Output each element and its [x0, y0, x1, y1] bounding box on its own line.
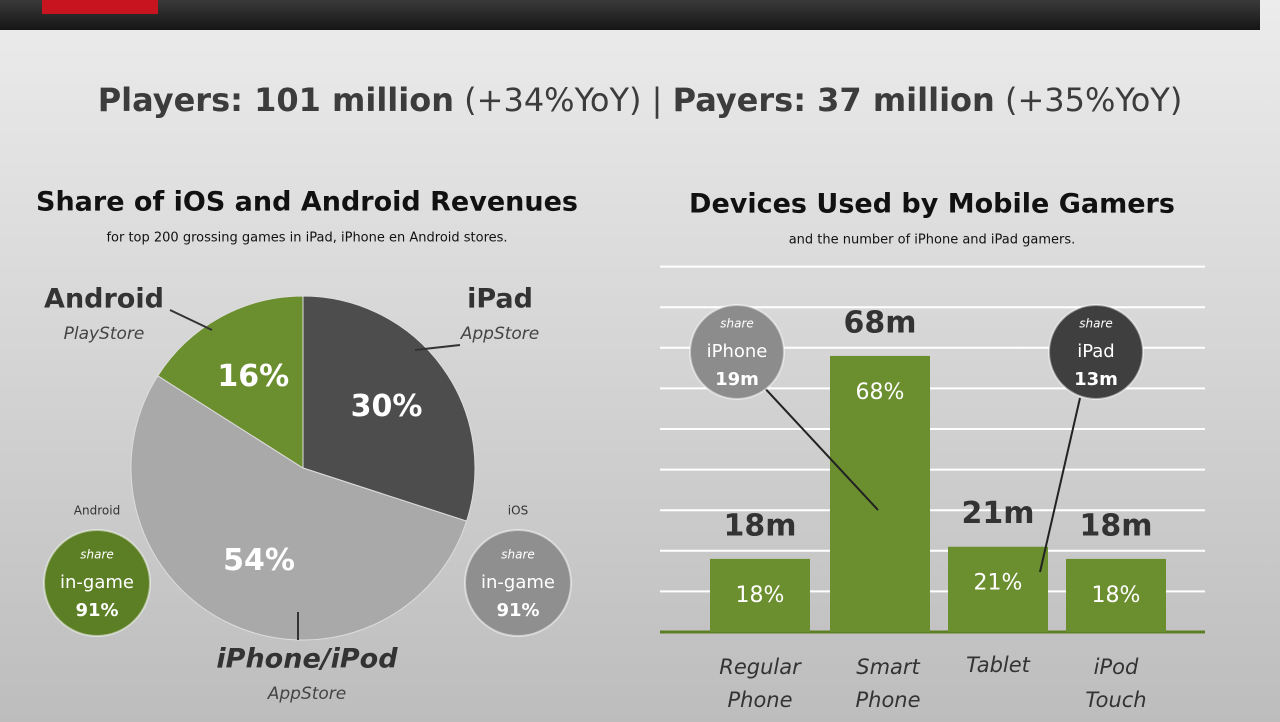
x-tick-label: iPod: [1094, 655, 1139, 679]
pie-slice: [130, 375, 468, 641]
bubble-text: share: [1079, 317, 1113, 331]
bar-value-label: 68%: [856, 380, 905, 405]
chart-title: Share of iOS and Android Revenues: [36, 187, 578, 218]
bubble-caption: Android: [74, 504, 120, 518]
slice-sublabel: AppStore: [460, 324, 540, 344]
x-tick-label: Regular: [719, 655, 802, 679]
slice-label: 16%: [217, 359, 289, 394]
bar: [1066, 558, 1166, 632]
bar: [710, 558, 810, 632]
leader-line: [414, 344, 461, 351]
bar-top-label: 68m: [843, 305, 916, 340]
headline-part: |: [652, 81, 663, 119]
headline-part: (+34%YoY): [464, 81, 641, 119]
bubble-caption: iOS: [508, 504, 528, 518]
bubble-text: share: [501, 548, 535, 562]
slice-label: 54%: [223, 543, 295, 578]
bar-top-label: 21m: [961, 496, 1034, 531]
bubble-text: iPhone: [707, 341, 768, 362]
bubble-text: 19m: [715, 369, 759, 390]
bubble: [464, 529, 572, 637]
bubble-text: in-game: [481, 572, 555, 593]
top-band: [0, 0, 1260, 30]
bar-value-label: 18%: [736, 583, 785, 608]
chart-subtitle: and the number of iPhone and iPad gamers…: [789, 233, 1076, 248]
bar: [948, 546, 1048, 632]
bubble-text: in-game: [60, 572, 134, 593]
bubble-text: 91%: [75, 600, 118, 621]
x-tick-label: Phone: [727, 688, 792, 712]
bubble: [689, 304, 785, 400]
leader-line: [1039, 397, 1081, 573]
bubble-text: share: [80, 548, 114, 562]
bar-value-label: 18%: [1092, 583, 1141, 608]
bar: [830, 355, 930, 632]
x-tick-label: Smart: [856, 655, 920, 679]
bar-top-label: 18m: [1079, 508, 1152, 543]
chart-subtitle: for top 200 grossing games in iPad, iPho…: [106, 231, 507, 246]
bubble-text: share: [720, 317, 754, 331]
slice-label: 30%: [351, 389, 423, 424]
pie-slice: [157, 295, 304, 469]
slice-sublabel: PlayStore: [64, 324, 145, 344]
x-tick-label: Tablet: [966, 653, 1031, 677]
headline-part: Players: 101 million: [98, 81, 454, 119]
bar-top-label: 18m: [723, 508, 796, 543]
pie-slice: [302, 295, 476, 522]
x-tick-label: Phone: [855, 688, 920, 712]
headline: Players: 101 million (+34%YoY) | Payers:…: [98, 81, 1183, 119]
slice-name: Android: [44, 284, 164, 315]
logo-box: [42, 0, 158, 14]
leader-line: [169, 309, 213, 331]
headline-part: (+35%YoY): [1005, 81, 1182, 119]
bubble-text: 13m: [1074, 369, 1118, 390]
slice-name: iPhone/iPod: [216, 644, 398, 675]
chart-title: Devices Used by Mobile Gamers: [689, 189, 1175, 220]
slice-sublabel: AppStore: [267, 684, 347, 704]
bubble-text: 91%: [496, 600, 539, 621]
bubble: [1048, 304, 1144, 400]
leader-line: [759, 382, 879, 511]
bubble-text: iPad: [1077, 341, 1115, 362]
bar-value-label: 21%: [974, 571, 1023, 596]
headline-part: Payers: 37 million: [673, 81, 995, 119]
slice-name: iPad: [467, 284, 533, 315]
bubble: [43, 529, 151, 637]
x-tick-label: Touch: [1085, 688, 1146, 712]
